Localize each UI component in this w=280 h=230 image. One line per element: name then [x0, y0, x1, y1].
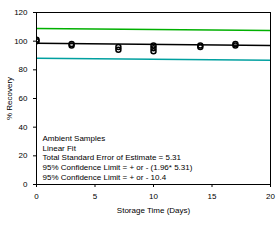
svg-text:10: 10	[149, 192, 158, 201]
svg-text:40: 40	[19, 123, 28, 132]
svg-text:20: 20	[19, 151, 28, 160]
svg-text:Storage Time (Days): Storage Time (Days)	[117, 206, 191, 215]
svg-text:15: 15	[208, 192, 217, 201]
svg-text:80: 80	[19, 65, 28, 74]
svg-text:120: 120	[14, 8, 28, 17]
svg-text:0: 0	[23, 180, 28, 189]
svg-text:20: 20	[266, 192, 275, 201]
svg-text:% Recovery: % Recovery	[5, 77, 14, 120]
svg-text:Ambient SamplesLinear FitTotal: Ambient SamplesLinear FitTotal Standard …	[43, 134, 193, 181]
svg-text:100: 100	[14, 37, 28, 46]
svg-text:5: 5	[93, 192, 98, 201]
svg-text:60: 60	[19, 94, 28, 103]
svg-text:0: 0	[34, 192, 39, 201]
